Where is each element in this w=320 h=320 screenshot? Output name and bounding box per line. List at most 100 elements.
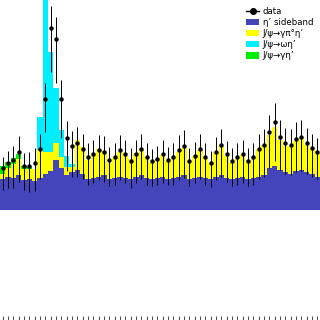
Bar <box>21 169 27 180</box>
Bar <box>69 164 75 167</box>
Bar <box>155 159 160 178</box>
Bar <box>171 157 176 178</box>
Bar <box>240 177 245 210</box>
Bar <box>208 163 213 179</box>
Bar <box>293 171 299 210</box>
Bar <box>267 135 272 168</box>
Bar <box>5 162 11 168</box>
Bar <box>11 178 16 210</box>
Bar <box>96 177 101 210</box>
Bar <box>43 0 48 152</box>
Bar <box>309 174 315 210</box>
Bar <box>288 174 293 210</box>
Bar <box>37 117 43 150</box>
Bar <box>304 145 309 172</box>
Bar <box>149 163 155 179</box>
Bar <box>37 150 43 178</box>
Bar <box>80 147 85 174</box>
Bar <box>85 160 91 179</box>
Bar <box>128 159 133 179</box>
Bar <box>256 149 261 177</box>
Bar <box>139 148 144 175</box>
Bar <box>213 177 219 210</box>
Bar <box>283 146 288 172</box>
Bar <box>272 127 277 165</box>
Bar <box>165 179 171 210</box>
Bar <box>309 149 315 174</box>
Bar <box>27 179 32 210</box>
Bar <box>181 175 187 210</box>
Bar <box>101 151 107 175</box>
Bar <box>235 178 240 210</box>
Bar <box>213 152 219 177</box>
Bar <box>32 181 37 210</box>
Bar <box>69 172 75 210</box>
Bar <box>69 167 75 172</box>
Bar <box>75 170 80 210</box>
Bar <box>48 52 53 152</box>
Bar <box>197 177 203 210</box>
Bar <box>59 130 64 157</box>
Bar <box>123 156 128 178</box>
Bar <box>16 175 21 210</box>
Bar <box>112 178 117 210</box>
Bar <box>53 160 59 210</box>
Bar <box>176 177 181 210</box>
Bar <box>219 145 224 175</box>
Bar <box>187 163 192 179</box>
Bar <box>107 163 112 179</box>
Bar <box>64 175 69 210</box>
Bar <box>123 178 128 210</box>
Bar <box>75 140 80 170</box>
Bar <box>315 155 320 177</box>
Bar <box>272 165 277 210</box>
Bar <box>16 159 21 175</box>
Bar <box>181 148 187 175</box>
Bar <box>160 155 165 177</box>
Bar <box>240 154 245 177</box>
Bar <box>117 152 123 177</box>
Bar <box>251 178 256 210</box>
Bar <box>43 152 48 174</box>
Bar <box>139 175 144 210</box>
Bar <box>112 157 117 178</box>
Bar <box>11 164 16 178</box>
Bar <box>299 137 304 170</box>
Bar <box>101 175 107 210</box>
Bar <box>27 169 32 179</box>
Bar <box>192 178 197 210</box>
Bar <box>261 175 267 210</box>
Bar <box>48 152 53 171</box>
Bar <box>219 175 224 210</box>
Bar <box>315 177 320 210</box>
Bar <box>165 161 171 179</box>
Bar <box>48 171 53 210</box>
Bar <box>16 155 21 159</box>
Bar <box>107 179 112 210</box>
Bar <box>91 155 96 178</box>
Bar <box>27 167 32 169</box>
Bar <box>21 166 27 169</box>
Bar <box>293 141 299 171</box>
Bar <box>245 162 251 179</box>
Bar <box>229 163 235 179</box>
Bar <box>203 158 208 178</box>
Bar <box>64 167 69 175</box>
Bar <box>133 177 139 210</box>
Bar <box>203 178 208 210</box>
Bar <box>224 178 229 210</box>
Bar <box>299 170 304 210</box>
Bar <box>208 179 213 210</box>
Bar <box>235 159 240 178</box>
Bar <box>0 179 5 210</box>
Bar <box>155 178 160 210</box>
Bar <box>64 156 69 167</box>
Bar <box>117 177 123 210</box>
Bar <box>144 178 149 210</box>
Bar <box>96 149 101 177</box>
Bar <box>43 174 48 210</box>
Bar <box>59 168 64 210</box>
Bar <box>0 174 5 179</box>
Bar <box>229 179 235 210</box>
Legend: data, η’ sideband, J/ψ→γπ°η’, J/ψ→ωη’, J/ψ→γη’: data, η’ sideband, J/ψ→γπ°η’, J/ψ→ωη’, J… <box>244 4 316 63</box>
